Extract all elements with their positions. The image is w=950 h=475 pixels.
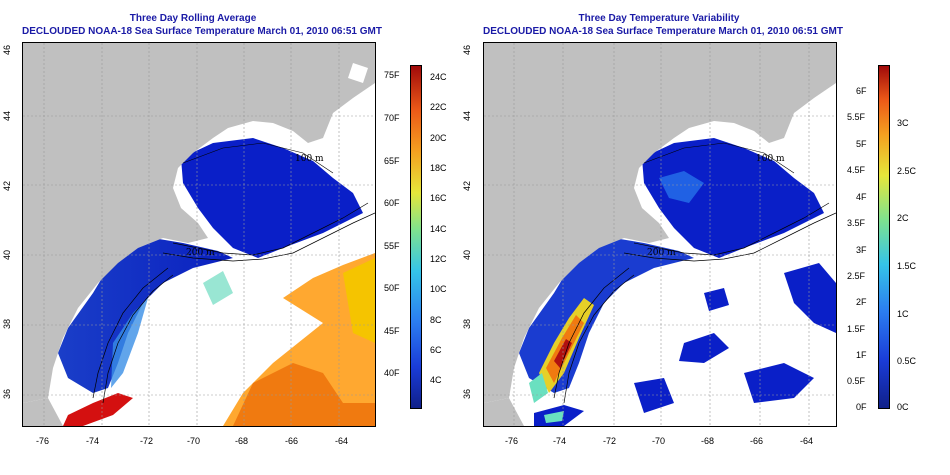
right-y-tick-46: 46 — [462, 44, 473, 56]
cbar-left-c-22: 22C — [430, 102, 447, 112]
cbar-right-c-0: 0C — [897, 402, 909, 412]
cbar-left-c-4: 4C — [430, 375, 442, 385]
left-title-line1: Three Day Rolling Average — [129, 13, 257, 24]
cbar-right-f-5.5: 5.5F — [847, 112, 866, 122]
contour-label-text: 200 m — [186, 248, 215, 258]
right-x-tick--72: -72 — [603, 436, 617, 446]
left-x-tick--64: -64 — [335, 436, 349, 446]
left-x-tick--68: -68 — [235, 436, 249, 446]
cbar-right-c-2: 2C — [897, 213, 909, 223]
left-x-tick--70: -70 — [187, 436, 201, 446]
shelf-sst — [58, 238, 233, 393]
contour-label-200m: 200 m — [186, 248, 215, 258]
left-y-tick-38: 38 — [2, 318, 13, 330]
cbar-right-c-2.5: 2.5C — [897, 166, 917, 176]
right-x-tick--64: -64 — [800, 436, 814, 446]
cbar-left-c-6: 6C — [430, 345, 442, 355]
right-x-tick--68: -68 — [701, 436, 715, 446]
cbar-left-f-70: 70F — [384, 113, 400, 123]
cbar-right-c-1.5: 1.5C — [897, 261, 917, 271]
cbar-right-f-0: 0F — [856, 402, 867, 412]
cbar-left-c-24: 24C — [430, 72, 447, 82]
right-x-tick--66: -66 — [750, 436, 764, 446]
gulf-of-maine-sst — [181, 138, 363, 258]
cbar-right-f-1.5: 1.5F — [847, 324, 866, 334]
right-x-tick--70: -70 — [652, 436, 666, 446]
right-title: Three Day Temperature Variability DECLOU… — [483, 12, 843, 38]
contour-label-200m-right: 200 m — [647, 248, 676, 258]
gulf-of-maine-variability — [642, 138, 824, 258]
cbar-right-c-0.5: 0.5C — [897, 356, 917, 366]
cbar-left-f-75: 75F — [384, 70, 400, 80]
right-title-line1: Three Day Temperature Variability — [578, 13, 740, 24]
cbar-right-f-2: 2F — [856, 297, 867, 307]
land-mass-right — [484, 43, 836, 403]
cbar-right-f-4: 4F — [856, 192, 867, 202]
cbar-left-c-18: 18C — [430, 163, 447, 173]
cbar-left-c-8: 8C — [430, 315, 442, 325]
contour-label-100m: 100 m — [295, 154, 324, 164]
cbar-right-f-5: 5F — [856, 139, 867, 149]
cbar-right-f-3: 3F — [856, 245, 867, 255]
cbar-right-f-2.5: 2.5F — [847, 271, 866, 281]
left-title-line2: DECLOUDED NOAA-18 Sea Surface Temperatur… — [22, 26, 382, 37]
right-y-tick-36: 36 — [462, 388, 473, 400]
right-y-tick-40: 40 — [462, 249, 473, 261]
cbar-left-f-60: 60F — [384, 198, 400, 208]
right-title-line2: DECLOUDED NOAA-18 Sea Surface Temperatur… — [483, 26, 843, 37]
left-y-tick-44: 44 — [2, 110, 13, 122]
gulf-stream-sst — [63, 393, 133, 426]
left-y-tick-42: 42 — [2, 180, 13, 192]
cbar-right-c-3: 3C — [897, 118, 909, 128]
cbar-left-f-50: 50F — [384, 283, 400, 293]
left-x-tick--66: -66 — [285, 436, 299, 446]
cbar-left-c-12: 12C — [430, 254, 447, 264]
left-colorbar — [410, 65, 422, 409]
contour-label-100m-right: 100 m — [756, 154, 785, 164]
cbar-left-c-16: 16C — [430, 193, 447, 203]
cbar-left-c-20: 20C — [430, 133, 447, 143]
cbar-right-f-3.5: 3.5F — [847, 218, 866, 228]
cbar-left-c-14: 14C — [430, 224, 447, 234]
cbar-left-f-45: 45F — [384, 326, 400, 336]
right-y-tick-44: 44 — [462, 110, 473, 122]
left-y-tick-36: 36 — [2, 388, 13, 400]
left-x-tick--76: -76 — [36, 436, 50, 446]
cbar-left-f-55: 55F — [384, 241, 400, 251]
right-y-tick-38: 38 — [462, 318, 473, 330]
right-x-tick--74: -74 — [553, 436, 567, 446]
right-colorbar — [878, 65, 890, 409]
cbar-right-f-1: 1F — [856, 350, 867, 360]
cbar-right-c-1: 1C — [897, 309, 909, 319]
cbar-left-f-65: 65F — [384, 156, 400, 166]
left-y-tick-40: 40 — [2, 249, 13, 261]
land-mass — [23, 43, 375, 403]
right-x-tick--76: -76 — [505, 436, 519, 446]
cbar-right-f-6: 6F — [856, 86, 867, 96]
left-x-tick--72: -72 — [140, 436, 154, 446]
left-map-svg: 200 m 100 m — [23, 43, 375, 426]
cbar-left-c-10: 10C — [430, 284, 447, 294]
cbar-right-f-0.5: 0.5F — [847, 376, 866, 386]
right-map: 200 m 100 m — [483, 42, 837, 427]
cbar-right-f-4.5: 4.5F — [847, 165, 866, 175]
right-y-tick-42: 42 — [462, 180, 473, 192]
left-x-tick--74: -74 — [86, 436, 100, 446]
cbar-left-f-40: 40F — [384, 368, 400, 378]
left-map: 200 m 100 m — [22, 42, 376, 427]
left-title: Three Day Rolling Average DECLOUDED NOAA… — [22, 12, 382, 38]
left-y-tick-46: 46 — [2, 44, 13, 56]
right-map-svg: 200 m 100 m — [484, 43, 836, 426]
